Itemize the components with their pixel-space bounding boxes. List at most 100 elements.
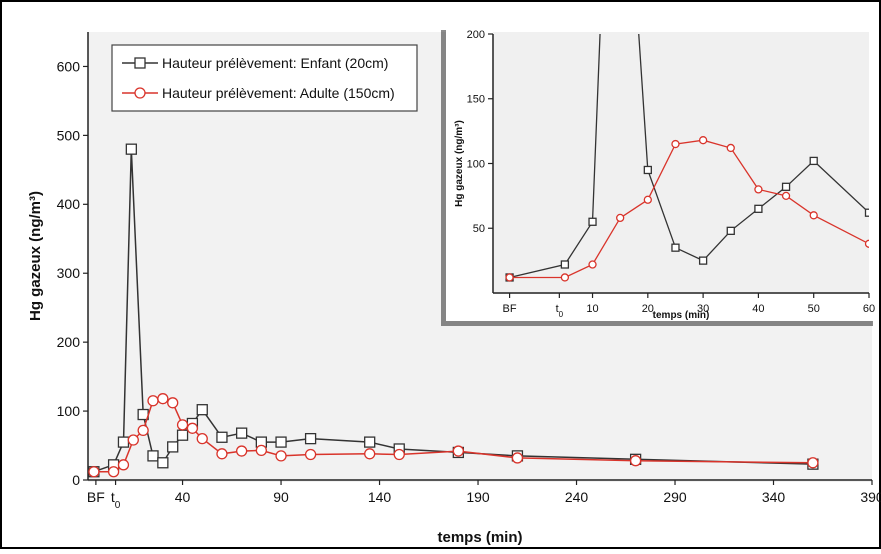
inset-y-tick-label: 150 (467, 94, 485, 106)
inset-data-point (505, 273, 514, 282)
main-x-tick-label: 190 (466, 489, 490, 505)
main-data-point (364, 436, 376, 448)
main-data-point (167, 397, 179, 409)
main-series-line (93, 397, 813, 473)
main-data-point (511, 452, 524, 464)
main-data-point (176, 429, 189, 441)
main-y-axis-label: Hg gazeux (ng/m³) (27, 191, 44, 321)
main-data-point (137, 424, 149, 437)
main-data-point (157, 457, 169, 469)
main-data-point (147, 395, 159, 407)
inset-data-point (698, 136, 708, 145)
main-x-tick-label: 340 (762, 489, 786, 505)
main-data-point (255, 444, 267, 457)
legend-box (111, 44, 418, 112)
main-x-tick-label: 290 (663, 489, 687, 505)
inset-data-point (754, 204, 763, 213)
inset-data-point (781, 191, 791, 201)
inset-data-point (726, 143, 735, 153)
main-data-point (235, 445, 248, 457)
main-y-tick-label: 100 (57, 403, 81, 419)
inset-x-tick-label: 30 (697, 303, 709, 315)
inset-data-point (560, 260, 570, 269)
inset-y-tick-label: 50 (473, 223, 485, 235)
inset-series-1 (505, 136, 869, 282)
inset-y-tick-label: 100 (467, 158, 485, 170)
legend-marker-enfant (134, 57, 146, 69)
main-data-point (176, 419, 189, 431)
main-data-point (629, 455, 642, 467)
inset-x-axis-label: temps (min) (653, 310, 710, 321)
main-data-point (147, 450, 159, 462)
main-data-point (117, 459, 130, 471)
inset-data-point (809, 156, 818, 166)
main-y-tick-label: 300 (57, 265, 81, 281)
main-x-tick-label: 140 (368, 489, 392, 505)
main-x-tick-label: BF (87, 489, 105, 505)
inset-data-point (560, 273, 570, 282)
main-y-tick-label: 200 (57, 334, 81, 350)
main-series-1 (88, 393, 819, 478)
main-data-point (452, 445, 464, 457)
inset-data-point (643, 165, 652, 175)
main-x-tick-label: 240 (565, 489, 589, 505)
inset-y-axis-label: Hg gazeux (ng/m³) (454, 120, 465, 207)
inset-data-point (726, 226, 735, 235)
main-y-tick-label: 600 (57, 58, 81, 74)
inset-x-tick-label: 50 (808, 303, 820, 315)
main-data-point (88, 466, 100, 478)
inset-data-point (864, 208, 869, 217)
main-x-tick-label: 90 (273, 489, 289, 505)
main-x-tick-label: t0 (111, 489, 121, 511)
main-data-point (196, 432, 208, 445)
legend-marker-adulte (134, 87, 146, 99)
inset-x-tick-label: t0 (556, 303, 564, 319)
inset-data-point (643, 195, 652, 204)
inset-series-line (509, 139, 869, 279)
legend-label-enfant: Hauteur prélèvement: Enfant (20cm) (162, 55, 388, 71)
main-data-point (364, 448, 376, 460)
inset-x-tick-label: 60 (863, 303, 875, 315)
main-series-line (93, 149, 813, 473)
inset-data-point (754, 185, 763, 194)
inset-data-point (781, 182, 791, 191)
main-data-point (393, 448, 405, 461)
main-data-point (216, 431, 228, 443)
inset-x-tick-label: 20 (642, 303, 654, 315)
inset-x-tick-label: BF (503, 303, 517, 315)
inset-series-line (509, 34, 869, 279)
inset-chart: 50 100 150 200 BF t0 10 20 30 40 50 60 temps (min) Hg… (454, 29, 875, 321)
inset-data-point (864, 239, 869, 248)
inset-data-point (671, 243, 680, 252)
legend-label-adulte: Hauteur prélèvement: Adulte (150cm) (162, 85, 395, 101)
main-data-point (807, 457, 819, 469)
inset-data-point (698, 256, 708, 265)
main-data-point (275, 436, 287, 448)
main-y-tick-label: 400 (57, 196, 81, 212)
inset-data-point (671, 139, 680, 149)
main-data-point (186, 422, 199, 434)
main-data-point (167, 441, 179, 453)
inset-data-point (809, 211, 818, 220)
legend: Hauteur prélèvement: Enfant (20cm) Haute… (111, 44, 418, 112)
main-x-axis-label: temps (min) (437, 529, 522, 546)
main-data-point (216, 448, 228, 460)
main-y-tick-label: 0 (72, 472, 80, 488)
inset-x-tick-label: 40 (752, 303, 764, 315)
main-y-tick-label: 500 (57, 127, 81, 143)
main-data-point (107, 466, 120, 478)
main-x-tick-label: 40 (175, 489, 191, 505)
main-data-point (125, 143, 137, 155)
main-chart: 0 100 200 300 400 500 600 BF t0 40 90 140 190 240 290 3… (27, 32, 881, 546)
inset-data-point (588, 217, 597, 226)
main-data-point (196, 404, 208, 416)
inset-x-tick-label: 10 (586, 303, 598, 315)
main-data-point (275, 450, 287, 462)
main-data-point (157, 393, 169, 405)
inset-data-point (616, 213, 625, 223)
main-data-point (304, 432, 317, 445)
main-data-point (117, 436, 130, 448)
main-data-point (304, 448, 317, 461)
